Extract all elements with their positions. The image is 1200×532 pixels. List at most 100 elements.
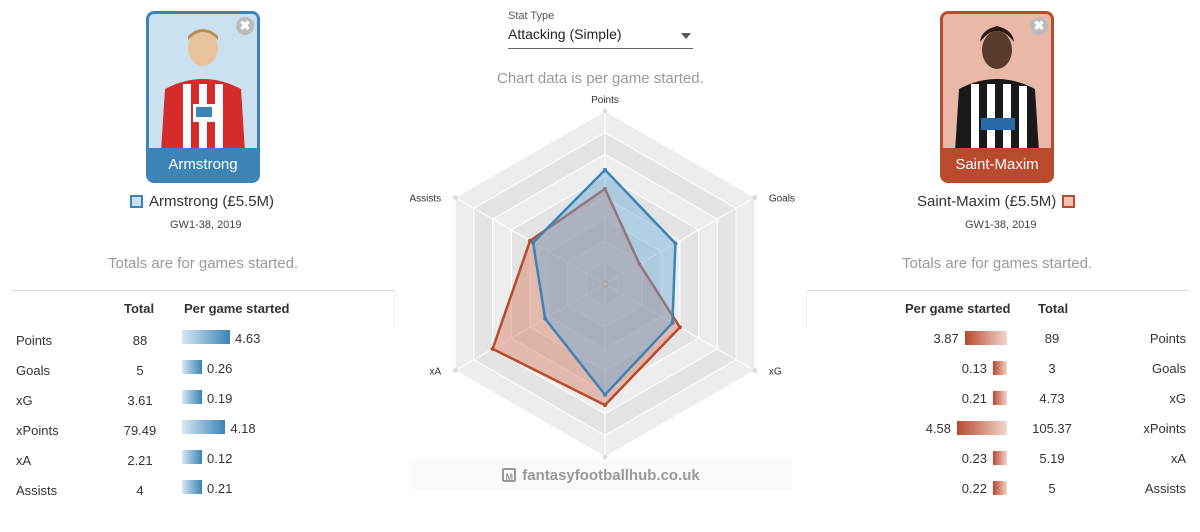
left-row-total: 4 <box>136 483 144 498</box>
remove-left-player-button[interactable]: ✖ <box>236 17 254 35</box>
left-row-label: Goals <box>16 363 50 378</box>
right-totals-note: Totals are for games started. <box>902 255 1093 272</box>
left-row-total: 79.49 <box>123 423 157 438</box>
radar-series-point <box>670 320 675 325</box>
radar-axis-label: xG <box>769 367 782 378</box>
left-row-label: Assists <box>16 483 58 498</box>
right-player-legend-label: Saint-Maxim (£5.5M) <box>917 193 1057 210</box>
radar-axis-end-dot <box>602 454 608 460</box>
radar-axis-end-dot <box>452 195 458 200</box>
radar-series-point <box>543 316 548 321</box>
remove-right-player-button[interactable]: ✖ <box>1030 17 1048 35</box>
left-player-legend[interactable]: Armstrong (£5.5M) <box>130 193 274 210</box>
right-row-total: 5 <box>1048 481 1056 496</box>
right-row-bar <box>957 421 1007 435</box>
watermark: M fantasyfootballhub.co.uk <box>410 460 792 490</box>
left-row-total: 5 <box>136 363 144 378</box>
radar-series-point <box>603 167 607 172</box>
right-row-bar <box>993 481 1007 495</box>
watermark-text: fantasyfootballhub.co.uk <box>522 466 700 484</box>
left-row-label: Points <box>16 333 53 348</box>
left-row-bar <box>182 330 230 344</box>
right-row-label: Assists <box>1144 481 1186 496</box>
right-header-per-game: Per game started <box>905 301 1011 316</box>
left-player-photo <box>149 14 257 152</box>
right-row-per-game: 0.23 <box>961 451 987 466</box>
right-row-per-game: 0.21 <box>961 391 987 406</box>
radar-axis-label: Goals <box>769 194 795 205</box>
right-row-per-game: 4.58 <box>925 421 951 436</box>
left-player-card[interactable]: ✖ Armstrong <box>146 11 260 183</box>
left-row-per-game: 0.26 <box>207 361 233 376</box>
right-row-per-game: 0.22 <box>961 481 987 496</box>
chart-note: Chart data is per game started. <box>497 70 704 87</box>
right-row-total: 4.73 <box>1039 391 1065 406</box>
right-row-label: xPoints <box>1143 421 1186 436</box>
right-player-legend[interactable]: Saint-Maxim (£5.5M) <box>917 193 1076 210</box>
radar-axis-line <box>454 283 606 371</box>
left-player-card-name: Armstrong <box>149 148 257 180</box>
radar-series-point <box>673 241 678 246</box>
left-row-per-game: 0.21 <box>207 481 233 496</box>
logo-icon: M <box>502 468 517 482</box>
left-row-label: xG <box>16 393 33 408</box>
left-player-period: GW1-38, 2019 <box>170 219 242 231</box>
right-row-per-game: 0.13 <box>961 361 987 376</box>
radar-series-point <box>490 346 495 351</box>
right-player-card[interactable]: ✖ Saint-Maxim <box>940 11 1054 183</box>
right-player-card-name: Saint-Maxim <box>943 148 1051 180</box>
radar-series-point <box>531 240 536 245</box>
radar-chart: PointsGoalsxGxPointsxAAssists <box>410 95 795 468</box>
right-row-label: Goals <box>1152 361 1186 376</box>
radar-series-point <box>603 186 607 191</box>
right-row-label: xG <box>1169 391 1186 406</box>
right-player-photo <box>943 14 1051 152</box>
right-player-period: GW1-38, 2019 <box>965 219 1037 231</box>
right-header-total: Total <box>1038 301 1069 316</box>
right-row-bar <box>993 361 1007 375</box>
right-row-total: 5.19 <box>1039 451 1065 466</box>
stat-type-label: Stat Type <box>508 10 555 22</box>
left-row-per-game: 0.12 <box>207 451 233 466</box>
left-row-bar <box>182 420 226 434</box>
radar-series-point <box>528 238 533 243</box>
left-row-per-game: 4.63 <box>235 331 261 346</box>
left-row-total: 88 <box>132 333 148 348</box>
radar-axis-label: xA <box>430 367 442 378</box>
radar-axis-end-dot <box>602 108 608 114</box>
right-row-per-game: 3.87 <box>933 331 959 346</box>
left-header-total: Total <box>124 301 155 316</box>
right-row-label: xA <box>1170 451 1186 466</box>
left-row-bar <box>182 450 202 464</box>
radar-axis-label: Points <box>591 95 619 106</box>
right-row-bar <box>964 331 1007 345</box>
right-stats-table <box>806 290 1189 327</box>
radar-axis-end-dot <box>752 195 758 200</box>
right-series-swatch <box>1062 195 1076 208</box>
left-row-per-game: 4.18 <box>230 421 256 436</box>
chevron-down-icon <box>681 33 691 39</box>
right-row-total: 105.37 <box>1032 421 1072 436</box>
left-row-total: 3.61 <box>127 393 153 408</box>
right-row-total: 89 <box>1044 331 1060 346</box>
radar-series-point <box>603 403 607 408</box>
right-row-total: 3 <box>1048 361 1056 376</box>
radar-series-point <box>637 262 642 267</box>
left-totals-note: Totals are for games started. <box>108 255 299 272</box>
left-row-bar <box>182 390 202 404</box>
radar-axis-label: Assists <box>410 194 442 205</box>
left-row-per-game: 0.19 <box>207 391 233 406</box>
left-row-bar <box>182 360 202 374</box>
radar-series-point <box>677 325 682 330</box>
left-row-total: 2.21 <box>127 453 153 468</box>
left-header-per-game: Per game started <box>184 301 290 316</box>
left-series-swatch <box>130 195 143 208</box>
left-row-bar <box>182 480 202 494</box>
radar-axis-end-dot <box>752 368 758 373</box>
right-row-bar <box>993 451 1007 465</box>
right-row-bar <box>993 391 1007 405</box>
left-row-label: xPoints <box>16 423 59 438</box>
stat-type-select[interactable]: Attacking (Simple) <box>508 26 693 49</box>
right-row-label: Points <box>1149 331 1186 346</box>
radar-center-marker <box>601 280 609 288</box>
